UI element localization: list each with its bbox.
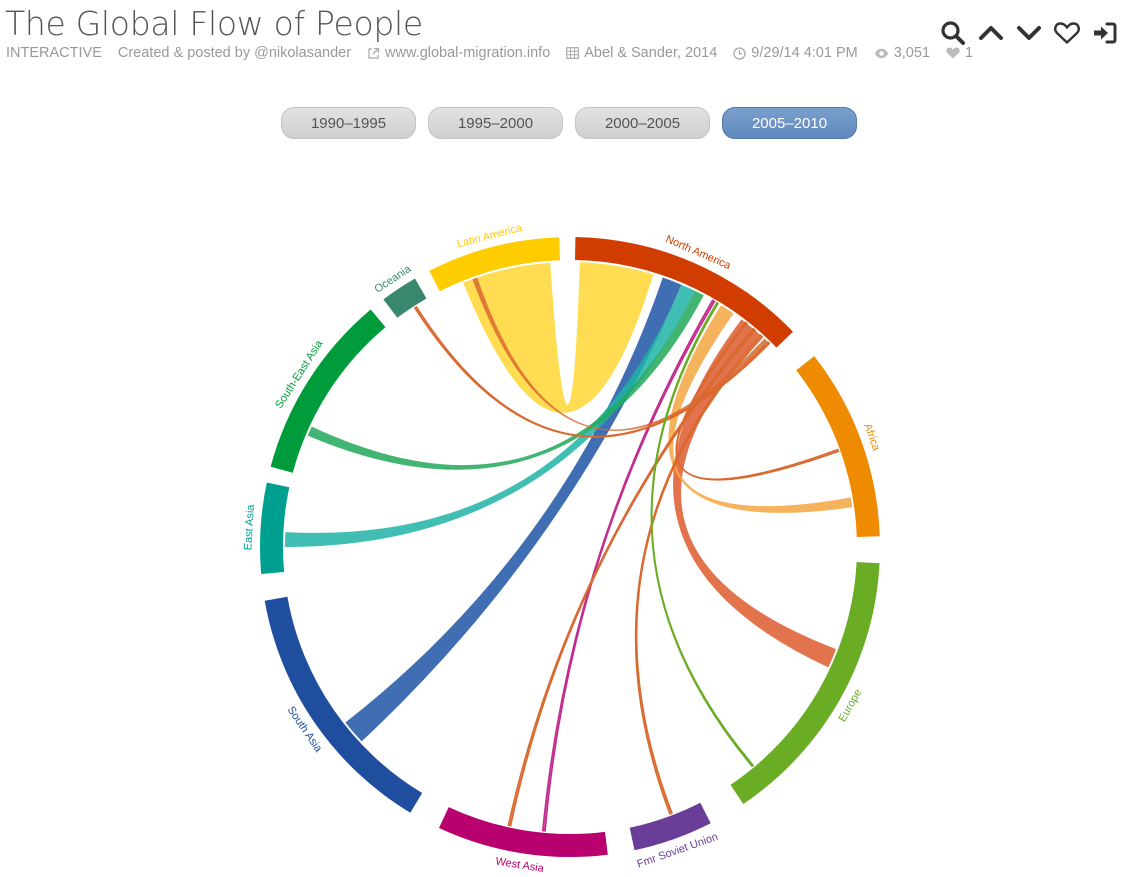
- flow-latin-america-to-north-america[interactable]: [463, 262, 654, 413]
- search-icon: [941, 21, 965, 45]
- region-label-west-asia: West Asia: [495, 856, 546, 876]
- like-count: 1: [946, 45, 973, 61]
- website-link-text[interactable]: www.global-migration.info: [385, 45, 551, 61]
- external-link-icon: [368, 47, 380, 59]
- region-arc-africa[interactable]: [796, 356, 880, 537]
- period-button-2005-2010[interactable]: 2005–2010: [722, 107, 857, 139]
- region-arc-west-asia[interactable]: [439, 807, 608, 858]
- period-selector: 1990–1995 1995–2000 2000–2005 2005–2010: [281, 107, 869, 139]
- period-button-1995-2000[interactable]: 1995–2000: [428, 107, 563, 139]
- heart-icon: [1054, 22, 1080, 44]
- chevron-down-icon: [1017, 26, 1041, 40]
- next-button[interactable]: [1010, 18, 1048, 48]
- previous-button[interactable]: [972, 18, 1010, 48]
- toolbar: [934, 18, 1124, 48]
- flow-north-america-to-europe[interactable]: [673, 319, 837, 668]
- flow-north-america-to-fmr-soviet-union[interactable]: [634, 334, 764, 815]
- flow-europe-to-north-america[interactable]: [650, 301, 755, 768]
- search-button[interactable]: [934, 18, 972, 48]
- region-arc-east-asia[interactable]: [260, 482, 290, 575]
- flow-ribbons: [285, 262, 853, 832]
- post-time: 9/29/14 4:01 PM: [733, 45, 858, 61]
- region-label-east-asia: East Asia: [242, 503, 257, 550]
- view-count: 3,051: [874, 45, 930, 61]
- website-link[interactable]: www.global-migration.info: [367, 45, 550, 61]
- region-arcs: [260, 237, 880, 858]
- region-arc-oceania[interactable]: [383, 278, 427, 318]
- table-icon: [566, 47, 580, 59]
- flow-south-asia-to-north-america[interactable]: [345, 277, 682, 742]
- like-button[interactable]: [1048, 18, 1086, 48]
- period-button-1990-1995[interactable]: 1990–1995: [281, 107, 416, 139]
- flow-north-america-to-oceania[interactable]: [413, 305, 771, 438]
- sign-in-button[interactable]: [1086, 18, 1124, 48]
- source-text: Abel & Sander, 2014: [584, 45, 718, 61]
- period-button-2000-2005[interactable]: 2000–2005: [575, 107, 710, 139]
- chevron-up-icon: [979, 26, 1003, 40]
- views-text: 3,051: [893, 45, 931, 61]
- clock-icon: [733, 46, 746, 60]
- heart-small-icon: [946, 47, 960, 59]
- region-arc-south-east-asia[interactable]: [270, 309, 386, 473]
- data-source: Abel & Sander, 2014: [566, 45, 717, 61]
- likes-text: 1: [965, 45, 974, 61]
- region-arc-north-america[interactable]: [575, 237, 793, 348]
- region-label-africa: Africa: [861, 422, 882, 453]
- region-arc-latin-america[interactable]: [429, 237, 560, 292]
- author-credit[interactable]: Created & posted by @nikolasander: [117, 45, 352, 61]
- timestamp-text: 9/29/14 4:01 PM: [751, 45, 858, 61]
- flow-north-america-to-africa[interactable]: [675, 321, 840, 481]
- sign-in-icon: [1094, 22, 1117, 44]
- region-arc-europe[interactable]: [730, 562, 880, 804]
- page-title: The Global Flow of People: [5, 4, 423, 43]
- post-metadata: INTERACTIVE Created & posted by @nikolas…: [6, 45, 989, 61]
- eye-icon: [874, 48, 888, 58]
- post-type: INTERACTIVE: [6, 45, 102, 61]
- flow-west-asia-to-north-america[interactable]: [541, 299, 716, 832]
- region-arc-south-asia[interactable]: [264, 596, 423, 813]
- region-arc-fmr-soviet-union[interactable]: [629, 802, 711, 851]
